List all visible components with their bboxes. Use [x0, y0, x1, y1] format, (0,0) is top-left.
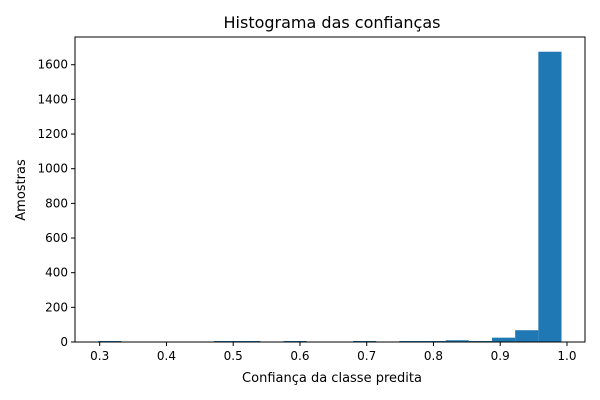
x-tick-label: 0.6	[290, 349, 309, 363]
y-tick-label: 600	[45, 231, 68, 245]
y-axis: 0 200 400 600 800 1000 1200 1400 1600	[37, 58, 75, 349]
y-tick-label: 200	[45, 300, 68, 314]
x-axis-label: Confiança da classe predita	[242, 371, 422, 386]
y-tick-label: 800	[45, 196, 68, 210]
histogram-bar-19	[538, 51, 562, 343]
y-tick-label: 0	[60, 335, 68, 349]
x-tick-label: 0.4	[157, 349, 176, 363]
axes-border	[74, 36, 586, 343]
y-tick-label: 400	[45, 266, 68, 280]
plot-area	[98, 51, 562, 343]
y-tick-label: 1000	[37, 162, 68, 176]
y-tick-label: 1400	[37, 92, 68, 106]
y-tick-label: 1200	[37, 127, 68, 141]
histogram-bar-17	[492, 337, 516, 342]
x-tick-label: 0.8	[424, 349, 443, 363]
x-tick-label: 0.7	[357, 349, 376, 363]
x-tick-label: 0.9	[491, 349, 510, 363]
y-axis-label: Amostras	[14, 159, 29, 221]
axes-frame	[74, 36, 586, 343]
chart-title: Histograma das confianças	[224, 13, 441, 32]
y-tick-label: 1600	[37, 58, 68, 72]
x-tick-label: 0.3	[90, 349, 109, 363]
histogram-bar-15	[445, 340, 469, 342]
x-axis: 0.3 0.4 0.5 0.6 0.7 0.8 0.9 1.0	[90, 342, 577, 363]
x-tick-label: 1.0	[557, 349, 576, 363]
histogram-bar-18	[515, 330, 539, 342]
x-tick-label: 0.5	[224, 349, 243, 363]
